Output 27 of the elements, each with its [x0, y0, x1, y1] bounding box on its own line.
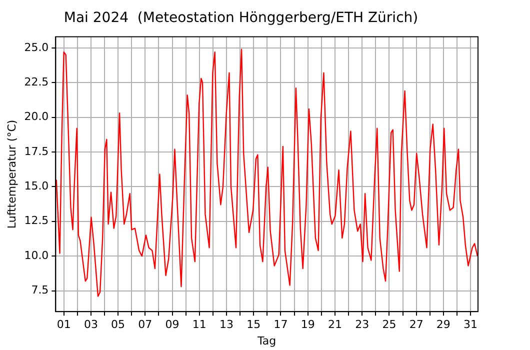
y-tick-label: 17.5 [24, 144, 49, 158]
x-tick-label: 29 [436, 318, 450, 332]
x-tick-label: 25 [382, 318, 396, 332]
x-tick-label: 07 [138, 318, 152, 332]
x-tick-label: 31 [464, 318, 478, 332]
chart-title: Mai 2024 (Meteostation Hönggerberg/ETH Zürich) [64, 10, 418, 26]
y-axis-title: Lufttemperatur (°C) [5, 120, 18, 229]
x-tick-label: 11 [192, 318, 206, 332]
x-tick-label: 21 [328, 318, 342, 332]
y-tick-label: 20.0 [24, 110, 49, 124]
x-tick-label: 27 [409, 318, 424, 332]
y-tick-label: 15.0 [24, 180, 49, 193]
y-tick-label: 22.5 [24, 75, 49, 88]
y-tick-label: 10.0 [24, 248, 49, 262]
x-tick-label: 13 [220, 318, 234, 332]
x-tick-label: 17 [274, 318, 288, 332]
x-axis-title: Tag [256, 334, 276, 348]
x-tick-label: 03 [84, 318, 98, 332]
x-tick-label: 09 [165, 318, 180, 332]
y-tick-label: 12.5 [24, 214, 49, 228]
x-tick-label: 01 [56, 318, 71, 332]
y-tick-label: 7.5 [31, 284, 49, 297]
x-tick-label: 23 [355, 318, 370, 332]
x-tick-label: 19 [300, 318, 315, 332]
x-tick-label: 15 [246, 318, 261, 332]
x-tick-label: 05 [111, 318, 126, 332]
y-tick-label: 25.0 [24, 40, 49, 54]
